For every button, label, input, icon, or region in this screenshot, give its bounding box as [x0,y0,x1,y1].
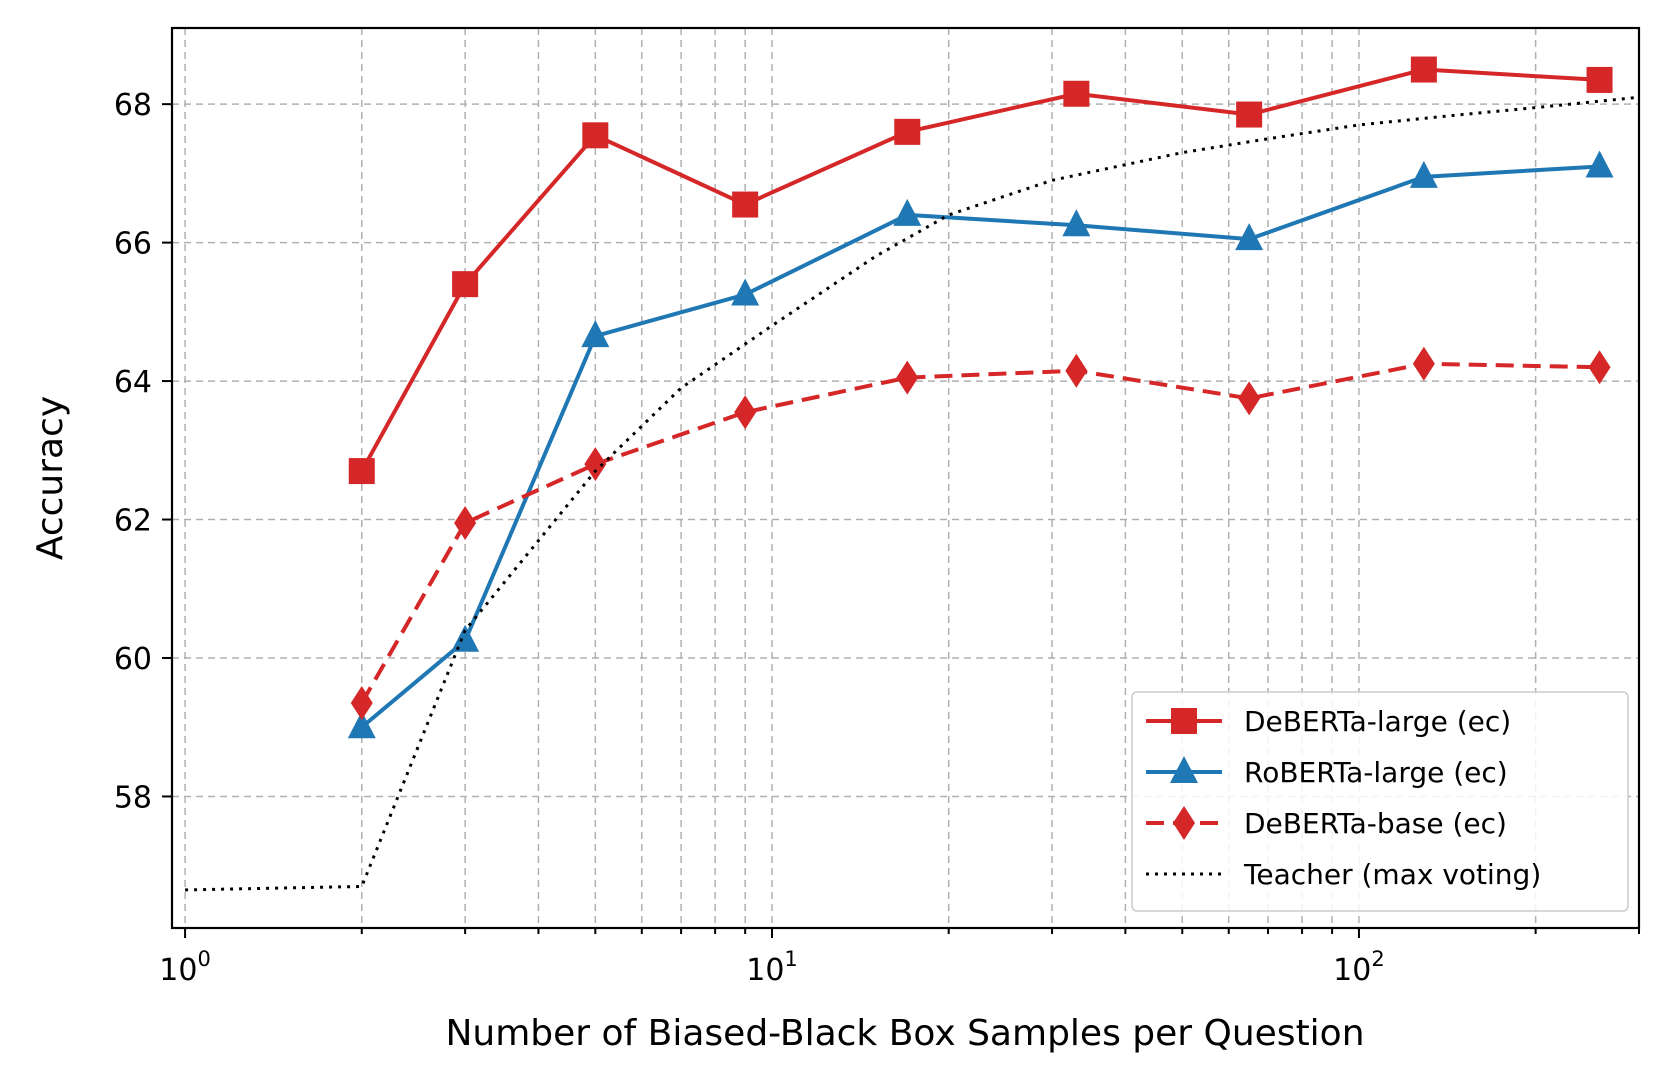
y-tick-label: 60 [114,642,152,677]
data-point [581,320,610,348]
legend-box [1131,691,1629,912]
axis-ticks: 100 101 102 58 60 62 64 66 68 [114,88,1640,988]
data-point [1410,56,1437,83]
y-tick-label: 66 [114,227,152,262]
data-point [734,395,757,430]
data-point [893,198,922,226]
data-point [1588,350,1611,385]
y-tick-label: 58 [114,780,152,815]
y-axis-label: Accuracy [30,396,71,560]
data-point [451,624,480,652]
legend: DeBERTa-large (ec) RoBERTa-large (ec) De… [1131,691,1629,912]
data-point [1235,223,1264,251]
legend-label-teacher: Teacher (max voting) [1243,858,1541,891]
series-1 [347,150,1614,739]
y-tick-label: 62 [114,504,152,539]
x-tick-label: 100 [159,947,211,988]
data-point [896,360,919,395]
data-point [1585,150,1614,178]
series-line [360,67,1600,473]
legend-marker [1170,756,1198,783]
data-point [1063,80,1090,107]
data-point [1412,346,1435,381]
data-point [582,122,609,149]
data-point [894,118,921,145]
data-point [1062,209,1091,237]
legend-marker [1173,806,1195,840]
data-point [347,711,376,739]
data-point [1065,353,1088,388]
plot-frame [170,26,1641,930]
series-2 [350,346,1611,720]
y-tick-label: 64 [114,365,152,400]
y-tick-label: 68 [114,88,152,123]
data-point [1238,381,1261,416]
legend-marker [1171,708,1197,734]
x-tick-label: 101 [746,947,798,988]
data-point [731,278,760,306]
data-point [1236,101,1263,128]
x-axis-label: Number of Biased-Black Box Samples per Q… [445,1013,1364,1054]
data-point [1409,160,1438,188]
data-point [348,458,375,485]
data-point [584,447,607,482]
plot-series [185,56,1640,892]
x-tick-label: 102 [1333,947,1385,988]
data-point [454,506,477,540]
series-0 [348,56,1613,485]
series-line [360,164,1600,729]
data-point [350,686,373,720]
data-point [452,271,479,298]
series-line [360,361,1600,704]
data-point [1586,66,1613,93]
legend-label-deberta-base: DeBERTa-base (ec) [1244,807,1507,840]
legend-label-deberta-large: DeBERTa-large (ec) [1244,705,1511,738]
data-point [732,191,759,218]
legend-label-roberta-large: RoBERTa-large (ec) [1244,756,1508,789]
